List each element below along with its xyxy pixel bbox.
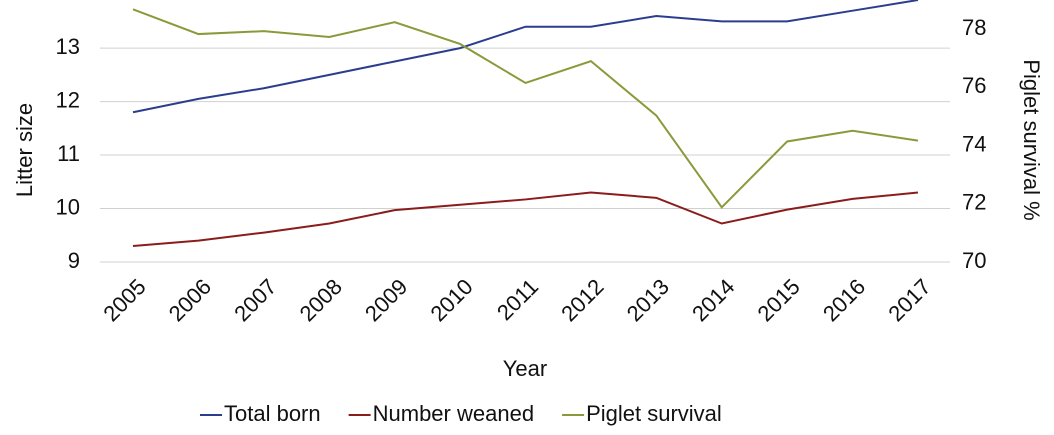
series-line: [132, 8, 919, 209]
y2-tick-label: 74: [962, 131, 986, 156]
x-tick-label: 2005: [98, 274, 150, 326]
y-tick-label: 13: [56, 34, 80, 59]
y-tick-label: 9: [68, 248, 80, 273]
y2-tick-label: 70: [962, 248, 986, 273]
x-tick-label: 2008: [295, 274, 347, 326]
x-tick-label: 2012: [556, 274, 608, 326]
y-tick-label: 12: [56, 87, 80, 112]
y2-tick-label: 78: [962, 15, 986, 40]
x-tick-label: 2006: [164, 274, 216, 326]
y-axis-title: Litter size: [12, 103, 37, 197]
series-line: [132, 0, 919, 114]
y2-tick-label: 72: [962, 190, 986, 215]
x-tick-label: 2017: [883, 274, 935, 326]
x-tick-label: 2010: [425, 274, 477, 326]
x-tick-label: 2015: [753, 274, 805, 326]
y2-tick-label: 76: [962, 73, 986, 98]
x-tick-label: 2007: [229, 274, 281, 326]
x-tick-label: 2016: [818, 274, 870, 326]
x-axis-title: Year: [503, 356, 547, 381]
series-line: [132, 191, 919, 247]
x-tick-label: 2011: [492, 274, 543, 325]
y-tick-label: 11: [57, 141, 80, 166]
legend-label: Piglet survival: [586, 401, 722, 426]
x-tick-label: 2013: [622, 274, 674, 326]
legend-label: Number weaned: [373, 401, 534, 426]
legend-label: Total born: [224, 401, 321, 426]
y-tick-label: 10: [56, 194, 80, 219]
x-tick-label: 2014: [687, 274, 739, 326]
y2-axis-title: Piglet survival %: [1019, 59, 1044, 220]
x-tick-label: 2009: [360, 274, 412, 326]
